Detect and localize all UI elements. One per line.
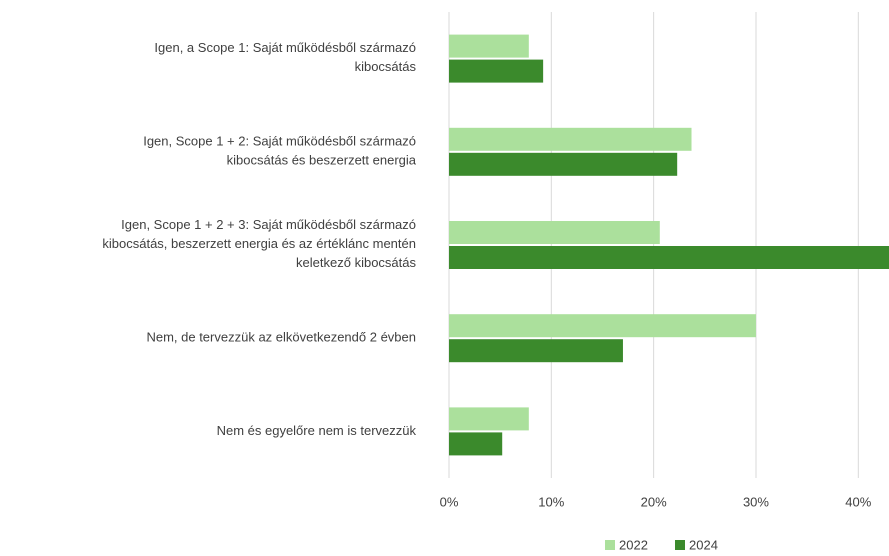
bar	[449, 432, 503, 456]
category-label: Igen, Scope 1 + 2 + 3: Saját működésből …	[102, 217, 416, 270]
legend-label: 2022	[619, 537, 648, 552]
bar	[449, 339, 623, 363]
x-tick-label: 0%	[440, 494, 459, 509]
category-label: Igen, Scope 1 + 2: Saját működésből szár…	[143, 134, 417, 168]
bar	[449, 152, 678, 176]
bar	[449, 59, 544, 83]
bar	[449, 127, 692, 151]
legend-swatch	[675, 540, 685, 550]
x-tick-label: 10%	[538, 494, 564, 509]
bar	[449, 221, 660, 244]
category-label: Nem és egyelőre nem is tervezzük	[217, 423, 417, 438]
x-tick-label: 20%	[641, 494, 667, 509]
legend-label: 2024	[689, 537, 718, 552]
x-tick-label: 30%	[743, 494, 769, 509]
x-tick-label: 40%	[845, 494, 871, 509]
bar	[449, 314, 756, 338]
bar	[449, 34, 529, 58]
legend-swatch	[605, 540, 615, 550]
category-label: Nem, de tervezzük az elkövetkezendő 2 év…	[146, 330, 416, 345]
bar	[449, 246, 889, 269]
category-label: Igen, a Scope 1: Saját működésből szárma…	[154, 41, 416, 75]
bar	[449, 407, 529, 431]
